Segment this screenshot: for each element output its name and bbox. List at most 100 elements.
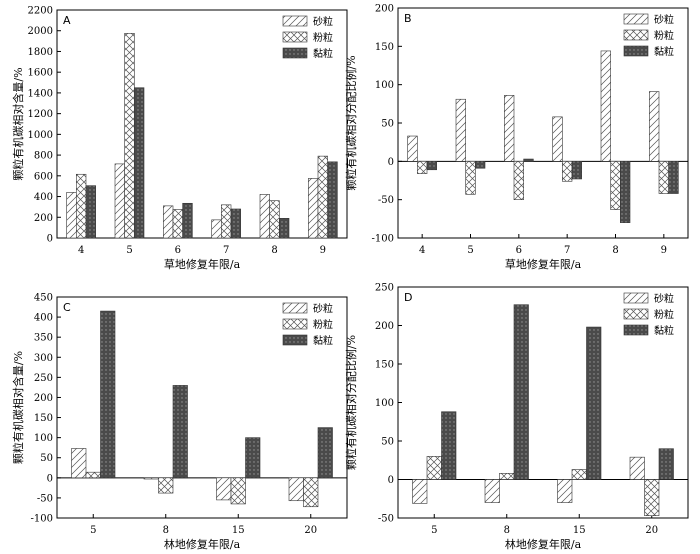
legend-label-silt: 粉粒 <box>313 31 333 44</box>
bar-sand-5 <box>114 163 125 239</box>
bar-silt-8 <box>158 477 174 494</box>
chart-panel-C: -100 -50 0 50 100 150 200 250 300 350 400 450 5 8 15 20… <box>11 293 348 551</box>
bar-clay-20 <box>658 448 674 480</box>
legend-label-sand: 砂粒 <box>313 302 333 315</box>
x-axis-label: 草地修复年限/a <box>505 257 582 271</box>
plot-frame <box>56 296 348 519</box>
bar-sand-15 <box>216 477 232 501</box>
bar-sand-7 <box>552 116 563 162</box>
y-tick-label: 100 <box>375 80 394 91</box>
y-tick-label: 350 <box>34 333 53 344</box>
bar-silt-4 <box>76 173 87 239</box>
y-tick-label: -100 <box>372 234 394 245</box>
panel-label: C <box>63 301 71 314</box>
bar-clay-7 <box>571 161 582 180</box>
legend-swatch-clay <box>282 47 308 59</box>
bar-silt-20 <box>644 479 660 516</box>
bar-silt-20 <box>303 477 319 508</box>
x-tick-label: 20 <box>645 525 658 536</box>
legend-swatch-clay <box>282 334 308 346</box>
x-tick-label: 5 <box>467 245 473 256</box>
bar-silt-5 <box>124 33 135 239</box>
bar-silt-4 <box>417 161 428 174</box>
bar-sand-6 <box>504 95 515 162</box>
x-tick-label: 8 <box>504 525 510 536</box>
bar-silt-7 <box>562 161 573 182</box>
x-tick-label: 5 <box>431 525 437 536</box>
legend-swatch-sand <box>282 15 308 27</box>
y-tick-label: 0 <box>47 473 53 484</box>
x-tick-label: 7 <box>564 245 570 256</box>
legend-label-silt: 粉粒 <box>654 29 674 42</box>
plot-frame <box>56 9 348 239</box>
y-tick-label: 0 <box>47 234 53 245</box>
x-axis-label: 林地修复年限/a <box>164 537 241 551</box>
bar-clay-5 <box>441 411 457 480</box>
x-tick-label: 8 <box>612 245 618 256</box>
bar-sand-20 <box>288 477 304 502</box>
x-axis-label: 草地修复年限/a <box>164 257 241 271</box>
y-axis-label: 颗粒有机碳相对分配比例/% <box>344 335 358 470</box>
plot-frame <box>397 7 689 239</box>
legend-swatch-sand <box>623 13 649 25</box>
bar-clay-8 <box>513 304 529 480</box>
bar-sand-15 <box>557 479 573 503</box>
bar-sand-9 <box>308 178 319 239</box>
y-tick-label: 200 <box>375 4 394 15</box>
y-tick-label: 200 <box>375 321 394 332</box>
y-tick-label: 800 <box>34 151 53 162</box>
x-tick-label: 20 <box>304 525 317 536</box>
y-tick-label: 200 <box>34 393 53 404</box>
legend-swatch-silt <box>623 308 649 320</box>
y-tick-label: 0 <box>388 475 394 486</box>
x-tick-label: 6 <box>175 245 181 256</box>
y-tick-label: 150 <box>34 413 53 424</box>
bar-sand-5 <box>412 479 428 504</box>
legend-label-clay: 黏粒 <box>313 47 333 60</box>
bar-sand-5 <box>71 448 87 479</box>
y-tick-label: -50 <box>378 514 394 525</box>
legend-swatch-silt <box>282 31 308 43</box>
y-tick-label: 1800 <box>28 47 53 58</box>
x-tick-label: 9 <box>661 245 667 256</box>
y-tick-label: 600 <box>34 171 53 182</box>
y-tick-label: -50 <box>378 195 394 206</box>
chart-panel-D: -50 0 50 100 150 200 250 5 8 15 20 D 林地修复年限/a 颗粒有机碳相对… <box>344 283 689 551</box>
y-tick-label: 200 <box>34 213 53 224</box>
y-tick-label: 250 <box>375 283 394 294</box>
bar-clay-15 <box>586 326 602 480</box>
legend-label-clay: 黏粒 <box>654 324 674 337</box>
bar-silt-6 <box>172 209 183 239</box>
panel-label: B <box>404 12 412 25</box>
bar-clay-7 <box>230 208 241 239</box>
legend-swatch-clay <box>623 324 649 336</box>
bar-silt-9 <box>658 161 669 194</box>
legend-swatch-silt <box>282 318 308 330</box>
x-tick-label: 9 <box>320 245 326 256</box>
bar-clay-9 <box>327 161 338 239</box>
bar-silt-5 <box>465 161 476 195</box>
x-axis-label: 林地修复年限/a <box>505 537 582 551</box>
y-tick-label: 250 <box>34 373 53 384</box>
y-tick-label: 400 <box>34 192 53 203</box>
legend-label-clay: 黏粒 <box>654 45 674 58</box>
bar-clay-5 <box>475 161 486 169</box>
bar-clay-5 <box>100 310 116 479</box>
y-tick-label: 50 <box>381 119 394 130</box>
legend-label-sand: 砂粒 <box>313 15 333 28</box>
x-tick-label: 5 <box>126 245 132 256</box>
y-tick-label: 300 <box>34 353 53 364</box>
bar-sand-8 <box>259 194 270 239</box>
bar-sand-7 <box>211 219 222 239</box>
bar-clay-6 <box>182 202 193 239</box>
bar-clay-8 <box>620 161 631 223</box>
y-tick-label: 50 <box>40 453 53 464</box>
legend-swatch-sand <box>282 302 308 314</box>
y-tick-label: 100 <box>375 398 394 409</box>
bar-silt-5 <box>426 456 442 480</box>
legend-label-sand: 砂粒 <box>654 13 674 26</box>
